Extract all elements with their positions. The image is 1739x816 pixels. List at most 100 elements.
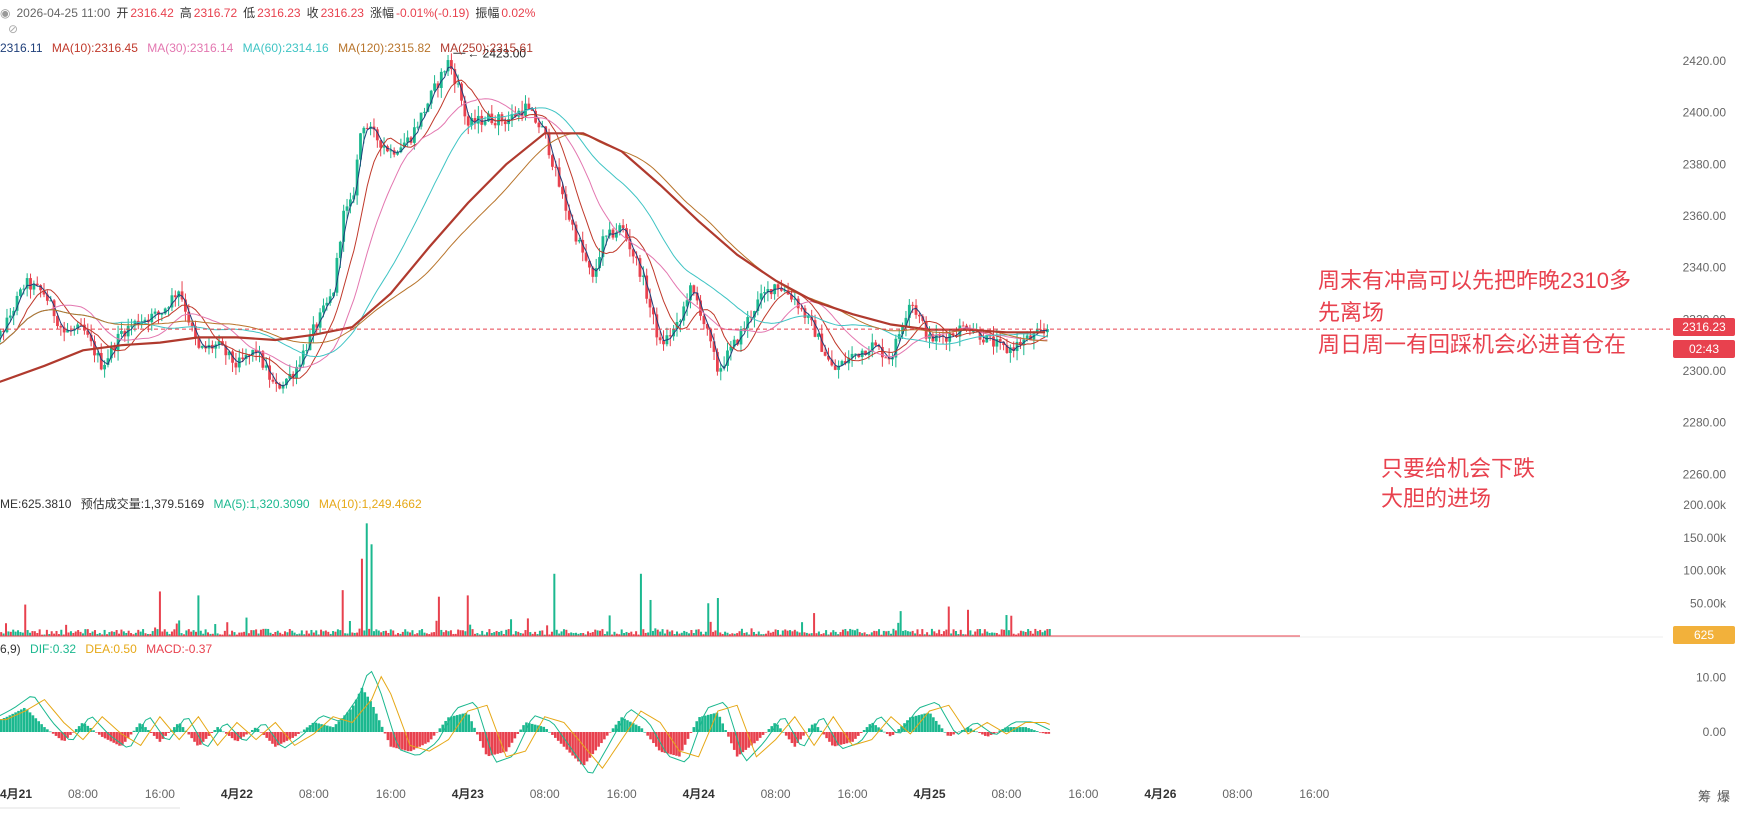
volume-bar	[139, 631, 142, 636]
candle-body	[493, 123, 497, 126]
macd-bar	[528, 723, 531, 732]
macd-bar	[418, 732, 421, 747]
volume-bar	[216, 633, 219, 636]
macd-bar	[74, 729, 78, 732]
eye-icon[interactable]: ◉	[0, 6, 11, 20]
volume-bar	[262, 628, 265, 636]
volume-bar	[1019, 630, 1022, 636]
macd-bar	[323, 724, 326, 732]
volume-bar	[938, 629, 941, 636]
macd-bar	[796, 732, 800, 744]
macd-bar	[799, 732, 802, 740]
volume-bar	[998, 634, 1001, 636]
volume-bar	[817, 631, 820, 636]
volume-bar	[716, 598, 719, 636]
volume-bar	[541, 630, 544, 636]
candle-body	[934, 334, 938, 342]
volume-bar	[98, 632, 101, 636]
hide-icon[interactable]: ⊘	[8, 22, 19, 36]
volume-bar	[736, 633, 739, 636]
candle-body	[793, 298, 797, 300]
volume-bar	[767, 630, 770, 636]
ohlc-header: ◉ 2026-04-25 11:00 开 2316.42 高 2316.72 低 2316.2…	[0, 4, 541, 21]
volume-bar	[368, 628, 371, 636]
volume-bar	[413, 634, 416, 636]
volume-bar	[252, 630, 255, 636]
macd-bar	[551, 732, 554, 735]
volume-bar	[1007, 630, 1010, 636]
candle-body	[854, 353, 857, 355]
macd-bar	[144, 727, 147, 732]
volume-bar	[130, 633, 133, 636]
candle-body	[800, 308, 803, 310]
volume-bar	[964, 634, 967, 636]
macd-bar	[744, 732, 748, 750]
volume-bar	[507, 629, 510, 636]
volume-bar	[832, 630, 835, 636]
macd-bar	[680, 732, 684, 751]
macd-bar	[1021, 727, 1025, 732]
macd-bar	[115, 732, 118, 745]
volume-bar	[728, 634, 731, 636]
volume-bar	[774, 629, 777, 636]
candle-body	[285, 378, 288, 386]
macd-legend: 6,9) DIF:0.32 DEA:0.50 MACD:-0.37	[0, 642, 218, 656]
volume-bar	[118, 633, 121, 636]
macd-bar	[421, 732, 424, 746]
candle-body	[99, 353, 103, 370]
candle-body	[12, 310, 16, 316]
volume-bar	[863, 632, 866, 636]
volume-bar	[488, 629, 491, 636]
volume-bar	[793, 629, 796, 636]
candle-body	[214, 344, 218, 349]
volume-bar	[187, 629, 190, 636]
volume-bar	[53, 633, 56, 636]
macd-bar	[300, 731, 303, 733]
candle-body	[62, 327, 66, 333]
macd-bar	[998, 730, 1002, 732]
volume-bar	[247, 633, 250, 636]
macd-bar	[848, 732, 851, 743]
volume-bar	[401, 631, 404, 636]
candle-body	[611, 229, 615, 238]
macd-bar	[972, 730, 976, 732]
macd-bar	[522, 725, 525, 732]
macd-bar	[929, 713, 932, 732]
macd-bar	[623, 718, 626, 732]
macd-bar	[851, 732, 854, 742]
volume-bar	[851, 629, 854, 636]
macd-bar	[60, 732, 64, 741]
candle-body	[2, 330, 5, 333]
macd-bar	[54, 732, 58, 736]
volume-bar	[469, 624, 472, 636]
volume-bar	[510, 619, 513, 636]
time-tick-label: 4月26	[1144, 787, 1176, 801]
volume-bar	[918, 634, 921, 636]
volume-tick-label: 50.00k	[1690, 596, 1727, 610]
macd-bar	[135, 727, 139, 732]
volume-bar	[808, 633, 811, 636]
candle-body	[864, 350, 867, 355]
macd-bar	[779, 728, 782, 732]
chip-icon[interactable]: 筹	[1698, 789, 1712, 804]
candle-body	[402, 142, 406, 148]
macd-bar	[72, 732, 75, 733]
volume-bar	[115, 630, 118, 636]
volume-bar	[683, 630, 686, 636]
macd-bar	[507, 732, 511, 748]
macd-bar	[294, 732, 297, 737]
macd-bar	[383, 732, 387, 734]
macd-bar	[620, 717, 623, 732]
liquidation-icon[interactable]: 爆	[1717, 789, 1731, 804]
macd-bar	[626, 720, 629, 732]
countdown-tag: 02:43	[1673, 340, 1735, 358]
macd-bar	[340, 718, 344, 732]
candle-body	[574, 224, 578, 242]
macd-bar	[268, 732, 271, 741]
macd-bar	[25, 709, 29, 732]
candle-body	[264, 365, 268, 368]
candle-body	[305, 350, 309, 352]
volume-bar	[473, 633, 476, 636]
